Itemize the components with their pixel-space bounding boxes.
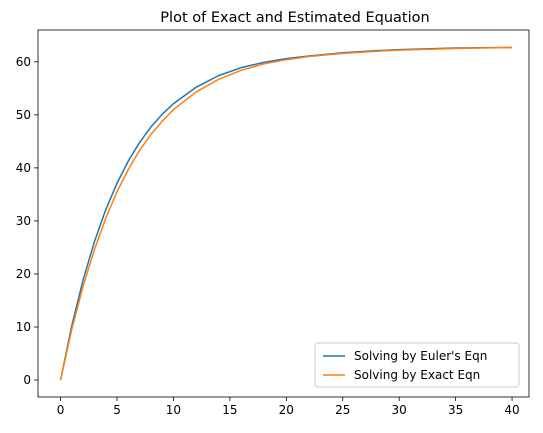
x-tick-label: 10 [166,403,181,417]
x-tick-label: 25 [335,403,350,417]
x-tick-label: 20 [279,403,294,417]
y-tick-label: 20 [16,267,31,281]
y-tick-label: 0 [23,373,31,387]
legend-label-1: Solving by Euler's Eqn [354,349,487,363]
x-tick-label: 5 [113,403,121,417]
x-tick-label: 35 [448,403,463,417]
x-tick-label: 30 [392,403,407,417]
y-tick-label: 60 [16,55,31,69]
legend: Solving by Euler's Eqn Solving by Exact E… [314,342,520,388]
y-tick-label: 30 [16,214,31,228]
legend-label-2: Solving by Exact Eqn [354,368,480,382]
chart-title: Plot of Exact and Estimated Equation [160,10,429,26]
series-line-2 [59,46,513,381]
axes: 0 5 10 15 20 25 30 35 40 0 10 20 30 40 50 60 [16,29,530,417]
series-line-1 [59,46,513,381]
x-tick-label: 15 [222,403,237,417]
x-tick-label: 40 [504,403,519,417]
x-tick-label: 0 [57,403,65,417]
y-tick-label: 50 [16,108,31,122]
axes-frame [37,29,530,398]
y-tick-label: 40 [16,161,31,175]
y-tick-label: 10 [16,320,31,334]
legend-box [314,342,520,388]
plot-area [59,46,513,381]
